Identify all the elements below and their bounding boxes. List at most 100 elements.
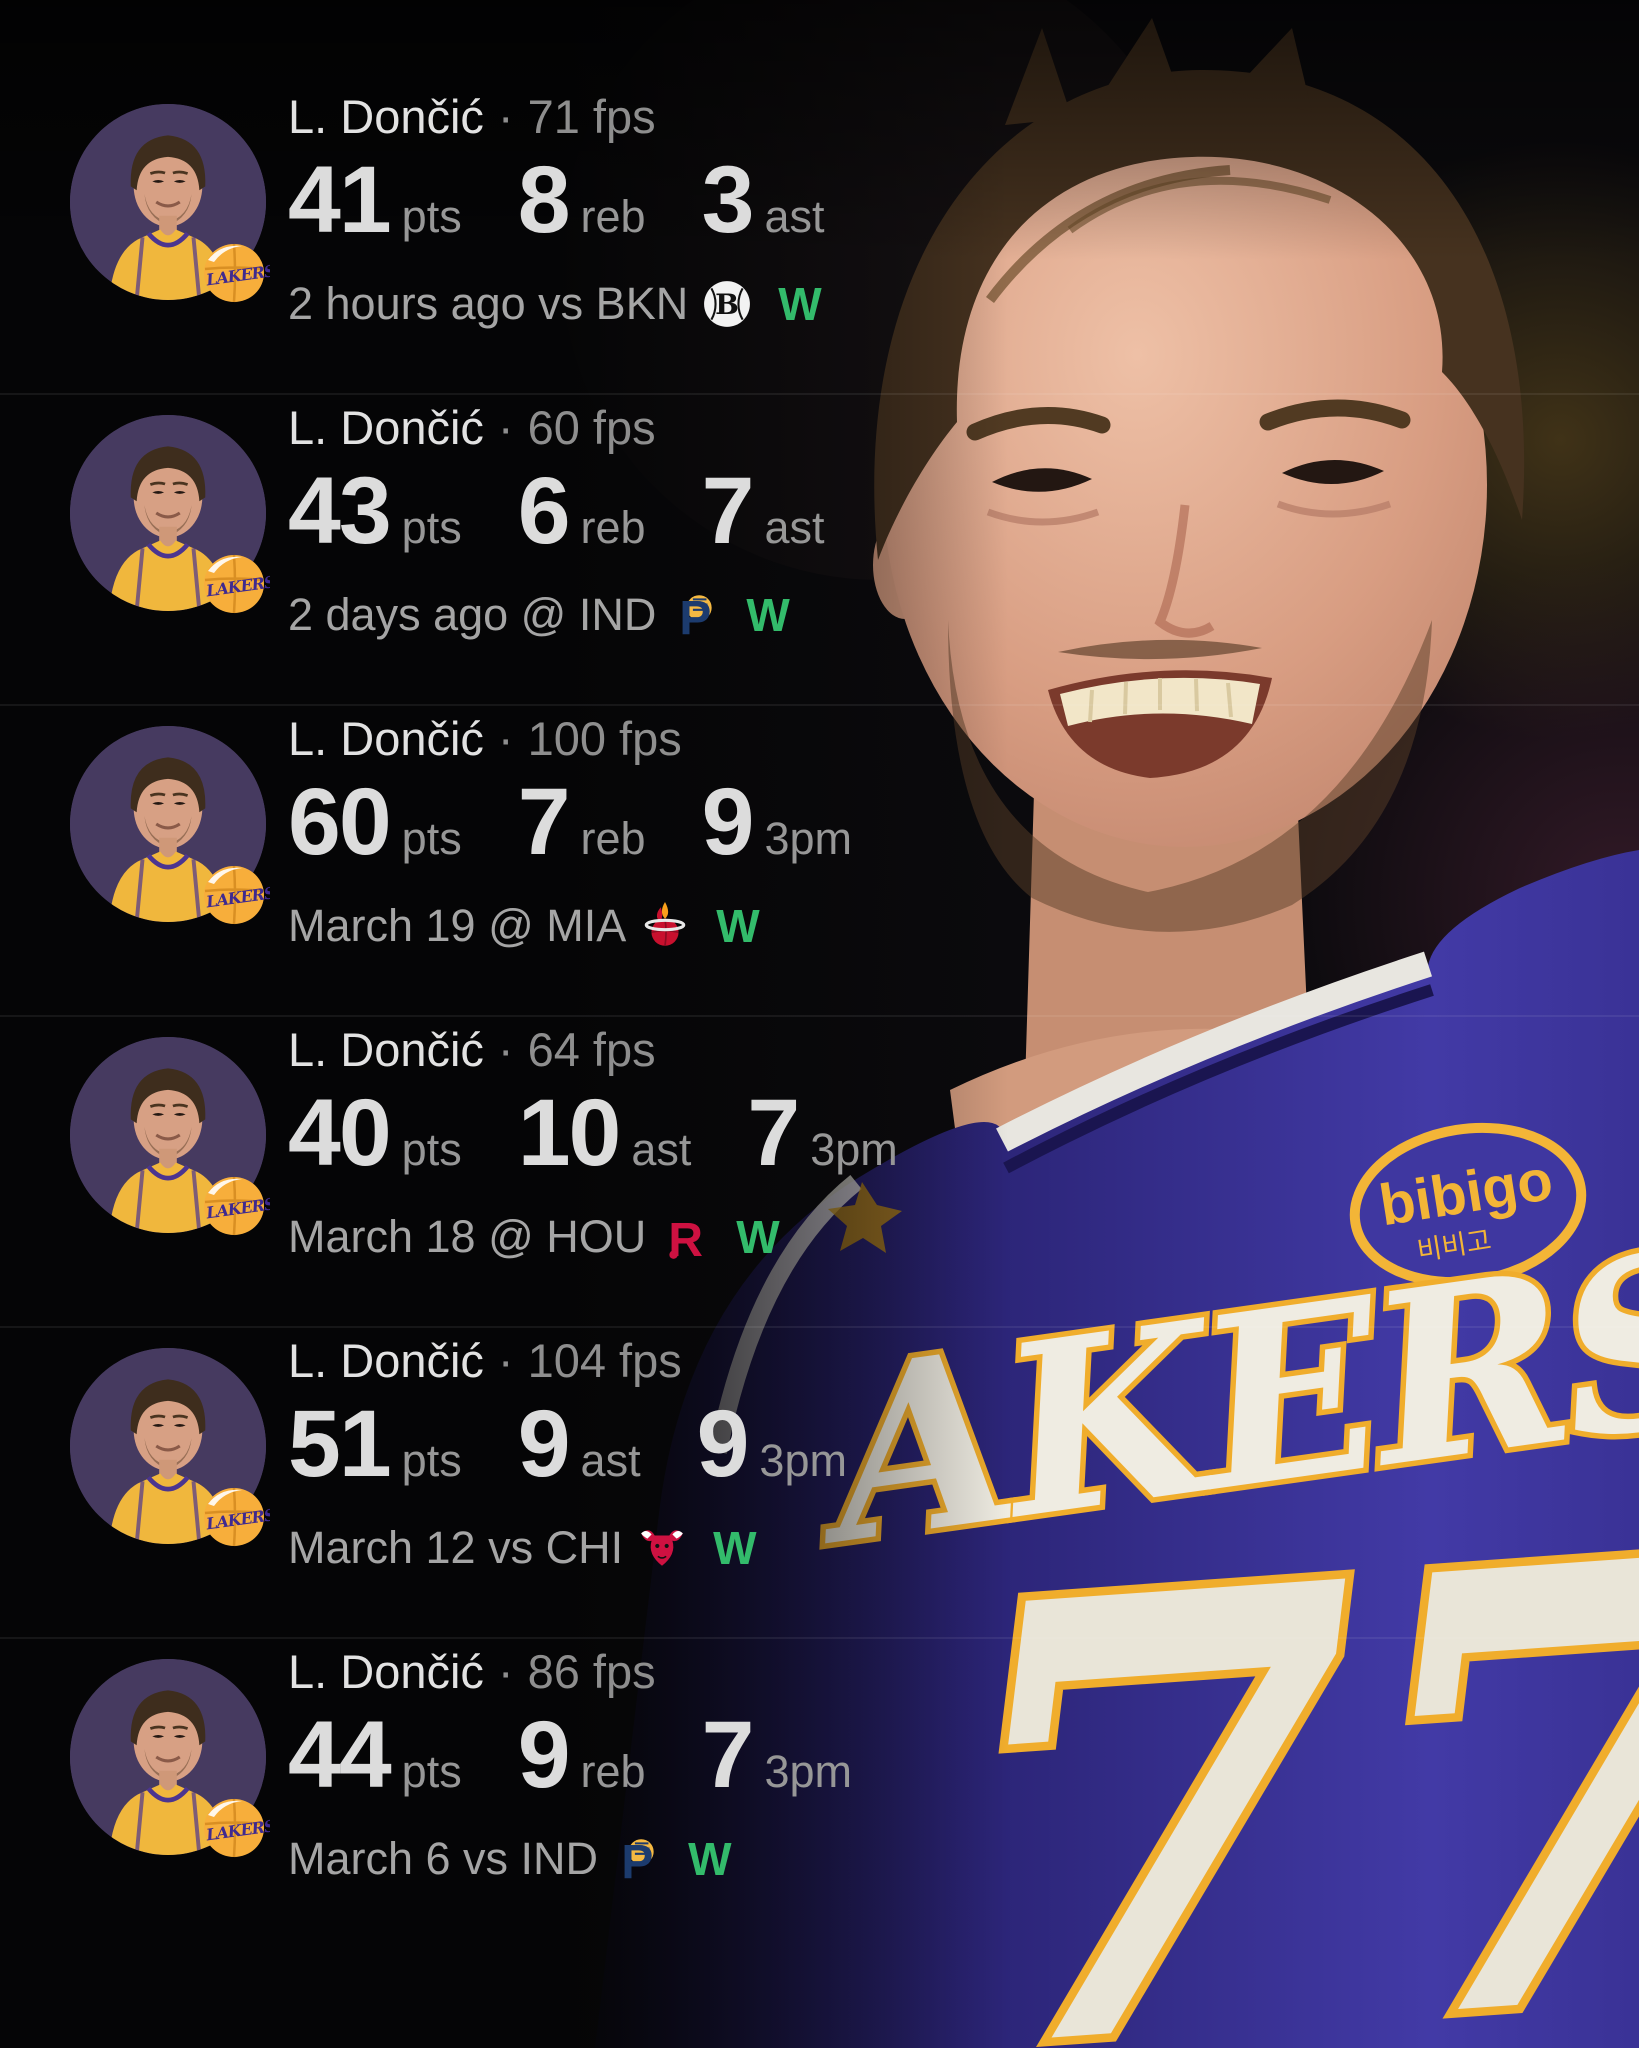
game-date: March 12 vs CHI bbox=[288, 1522, 624, 1573]
game-date: March 6 vs IND bbox=[288, 1833, 599, 1884]
stat-group: 6 reb bbox=[518, 459, 646, 580]
stat-group: 8 reb bbox=[518, 148, 646, 269]
game-row[interactable]: LAKERS L. Dončić · 71 fps 41 pts 8 reb 3 a bbox=[0, 84, 1639, 395]
game-date: March 19 @ MIA bbox=[288, 900, 627, 951]
win-badge: W bbox=[716, 900, 760, 952]
player-name: L. Dončić bbox=[288, 1023, 484, 1076]
date-line: 2 hours ago vs BKN B W bbox=[288, 277, 880, 331]
stat-group: 9 ast bbox=[518, 1392, 641, 1513]
player-headshot bbox=[70, 1037, 266, 1233]
stat-value: 6 bbox=[517, 458, 571, 564]
stat-group: 40 pts bbox=[288, 1081, 462, 1202]
fantasy-points: 100 fps bbox=[527, 712, 682, 765]
team-logo-ind: P bbox=[670, 590, 720, 640]
win-badge: W bbox=[778, 278, 822, 330]
game-row[interactable]: LAKERS L. Dončić · 60 fps 43 pts 6 reb 7 a bbox=[0, 395, 1639, 706]
bibigo-patch: bibigo 비비고 bbox=[1349, 1122, 1587, 1288]
date-line: March 6 vs IND P W bbox=[288, 1832, 908, 1886]
stat-unit: 3pm bbox=[764, 1746, 852, 1797]
stat-value: 40 bbox=[288, 1080, 392, 1186]
game-row[interactable]: LAKERS L. Dončić · 64 fps 40 pts 10 ast 7 bbox=[0, 1017, 1639, 1328]
stat-value: 10 bbox=[517, 1080, 622, 1186]
win-badge: W bbox=[736, 1211, 780, 1263]
stat-group: 41 pts bbox=[288, 148, 462, 269]
player-name: L. Dončić bbox=[288, 401, 484, 454]
game-date: March 18 @ HOU bbox=[288, 1211, 647, 1262]
stat-group: 7 reb bbox=[518, 770, 646, 891]
date-line: March 18 @ HOU R W bbox=[288, 1210, 954, 1264]
separator-dot: · bbox=[497, 1023, 514, 1076]
team-logo-ind: P bbox=[612, 1834, 662, 1884]
game-info: L. Dončić · 64 fps 40 pts 10 ast 7 3pm Mar… bbox=[288, 1017, 954, 1264]
separator-dot: · bbox=[497, 1334, 514, 1387]
heat-logo-icon bbox=[644, 902, 686, 946]
pacers-logo-icon: P bbox=[680, 592, 713, 640]
stat-value: 7 bbox=[701, 1702, 755, 1808]
stat-value: 9 bbox=[701, 769, 755, 875]
lakers-badge-icon: LAKERS bbox=[194, 547, 270, 617]
stat-line: 40 pts 10 ast 7 3pm bbox=[288, 1081, 954, 1202]
stat-group: 9 reb bbox=[518, 1703, 646, 1824]
player-headshot bbox=[70, 1348, 266, 1544]
name-line: L. Dončić · 86 fps bbox=[288, 1643, 908, 1701]
stat-unit: 3pm bbox=[759, 1435, 847, 1486]
fantasy-points: 64 fps bbox=[527, 1023, 656, 1076]
stat-unit: reb bbox=[580, 191, 646, 242]
stat-line: 60 pts 7 reb 9 3pm bbox=[288, 770, 908, 891]
win-badge: W bbox=[746, 589, 790, 641]
stat-value: 8 bbox=[517, 147, 571, 253]
stat-unit: ast bbox=[764, 191, 825, 242]
avatar: LAKERS bbox=[70, 1659, 270, 1858]
stat-group: 7 ast bbox=[702, 459, 825, 580]
stat-value: 7 bbox=[747, 1080, 800, 1186]
stat-value: 9 bbox=[517, 1702, 571, 1808]
stat-value: 7 bbox=[701, 458, 755, 564]
separator-dot: · bbox=[497, 712, 514, 765]
pacers-logo-icon: P bbox=[621, 1836, 654, 1884]
stat-group: 3 ast bbox=[702, 148, 825, 269]
player-name: L. Dončić bbox=[288, 1645, 484, 1698]
game-date: 2 hours ago vs BKN bbox=[288, 278, 689, 329]
stat-line: 51 pts 9 ast 9 3pm bbox=[288, 1392, 903, 1513]
stat-line: 43 pts 6 reb 7 ast bbox=[288, 459, 880, 580]
fantasy-points: 104 fps bbox=[527, 1334, 682, 1387]
bulls-logo-icon bbox=[641, 1530, 683, 1566]
stat-unit: ast bbox=[631, 1124, 692, 1175]
game-info: L. Dončić · 86 fps 44 pts 9 reb 7 3pm Marc… bbox=[288, 1639, 908, 1886]
stat-value: 41 bbox=[288, 147, 392, 253]
separator-dot: · bbox=[497, 90, 514, 143]
stat-group: 7 3pm bbox=[702, 1703, 852, 1824]
stat-value: 51 bbox=[288, 1391, 392, 1497]
date-line: March 19 @ MIA W bbox=[288, 899, 908, 953]
avatar: LAKERS bbox=[70, 1348, 270, 1547]
game-row[interactable]: LAKERS L. Dončić · 86 fps 44 pts 9 reb 7 3 bbox=[0, 1639, 1639, 1950]
avatar: LAKERS bbox=[70, 415, 270, 614]
stat-value: 44 bbox=[288, 1702, 392, 1808]
name-line: L. Dončić · 71 fps bbox=[288, 88, 880, 146]
stat-value: 7 bbox=[517, 769, 571, 875]
stat-unit: 3pm bbox=[764, 813, 852, 864]
stat-unit: pts bbox=[401, 502, 462, 553]
stat-line: 41 pts 8 reb 3 ast bbox=[288, 148, 880, 269]
stat-value: 9 bbox=[517, 1391, 571, 1497]
stat-line: 44 pts 9 reb 7 3pm bbox=[288, 1703, 908, 1824]
stat-unit: pts bbox=[401, 191, 462, 242]
stat-unit: pts bbox=[401, 1435, 462, 1486]
team-logo-mia bbox=[640, 901, 690, 951]
stat-group: 7 3pm bbox=[747, 1081, 897, 1202]
date-line: 2 days ago @ IND P W bbox=[288, 588, 880, 642]
team-logo-bkn: B bbox=[702, 279, 752, 329]
game-row[interactable]: LAKERS L. Dončić · 100 fps 60 pts 7 reb 9 bbox=[0, 706, 1639, 1017]
game-info: L. Dončić · 104 fps 51 pts 9 ast 9 3pm Mar… bbox=[288, 1328, 903, 1575]
team-logo-hou: R bbox=[660, 1212, 710, 1262]
separator-dot: · bbox=[497, 401, 514, 454]
rockets-logo-icon: R bbox=[669, 1214, 704, 1262]
stat-unit: pts bbox=[401, 813, 462, 864]
team-logo-chi bbox=[637, 1523, 687, 1573]
svg-text:P: P bbox=[680, 592, 712, 640]
stat-group: 9 3pm bbox=[697, 1392, 847, 1513]
fantasy-points: 71 fps bbox=[527, 90, 656, 143]
player-name: L. Dončić bbox=[288, 1334, 484, 1387]
game-list: LAKERS L. Dončić · 71 fps 41 pts 8 reb 3 a bbox=[0, 84, 1639, 1950]
game-row[interactable]: LAKERS L. Dončić · 104 fps 51 pts 9 ast 9 bbox=[0, 1328, 1639, 1639]
